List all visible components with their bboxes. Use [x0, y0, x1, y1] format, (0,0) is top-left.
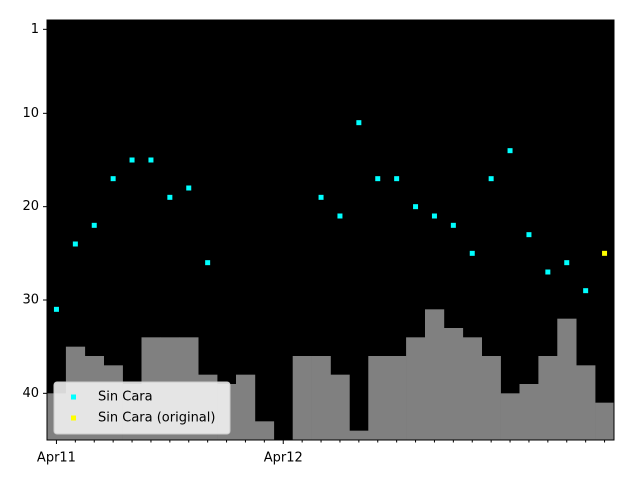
- bar: [595, 402, 615, 440]
- y-tick-label: 40: [22, 386, 39, 401]
- point: [545, 269, 551, 275]
- plot-frame: [46, 19, 615, 441]
- bar: [330, 374, 350, 440]
- point: [148, 157, 154, 163]
- bar: [387, 356, 407, 440]
- bar: [406, 337, 426, 440]
- y-tick-label: 30: [22, 293, 39, 308]
- legend-label: Sin Cara (original): [98, 411, 215, 426]
- point: [53, 306, 59, 312]
- y-tick-label: 20: [22, 199, 39, 214]
- point: [450, 222, 456, 228]
- point: [375, 176, 381, 182]
- bar: [557, 318, 577, 440]
- bar: [425, 309, 445, 440]
- bar: [254, 421, 275, 440]
- point: [394, 176, 400, 182]
- point: [431, 213, 437, 219]
- bar: [462, 337, 482, 440]
- bar: [236, 374, 256, 440]
- point: [413, 204, 419, 210]
- y-tick-label: 10: [22, 106, 39, 121]
- point: [488, 176, 494, 182]
- point: [583, 288, 589, 294]
- legend-label: Sin Cara: [98, 390, 153, 405]
- point: [72, 241, 78, 247]
- point: [507, 148, 513, 154]
- bar: [311, 356, 331, 440]
- x-tick-label: Apr11: [37, 451, 76, 466]
- legend-marker: [71, 415, 76, 421]
- y-tick-label: 1: [31, 22, 39, 37]
- point: [91, 222, 97, 228]
- bar: [538, 356, 558, 440]
- point: [526, 232, 532, 238]
- bar: [500, 393, 520, 440]
- bar: [576, 365, 596, 440]
- point: [469, 250, 475, 256]
- point: [337, 213, 343, 219]
- point: [356, 120, 362, 126]
- bar: [443, 328, 464, 440]
- legend: Sin Cara Sin Cara (original): [53, 381, 231, 435]
- point: [167, 194, 173, 200]
- point: [186, 185, 192, 191]
- bar: [519, 384, 539, 440]
- point: [318, 194, 324, 200]
- bar: [349, 430, 369, 440]
- x-tick-label: Apr12: [264, 451, 303, 466]
- point: [564, 260, 570, 266]
- point: [110, 176, 116, 182]
- point: [602, 250, 608, 256]
- legend-marker: [71, 394, 76, 400]
- bar: [481, 356, 501, 440]
- bar: [292, 356, 312, 440]
- point: [129, 157, 135, 163]
- point: [205, 260, 211, 266]
- legend-box: [53, 381, 231, 435]
- bar: [368, 356, 388, 440]
